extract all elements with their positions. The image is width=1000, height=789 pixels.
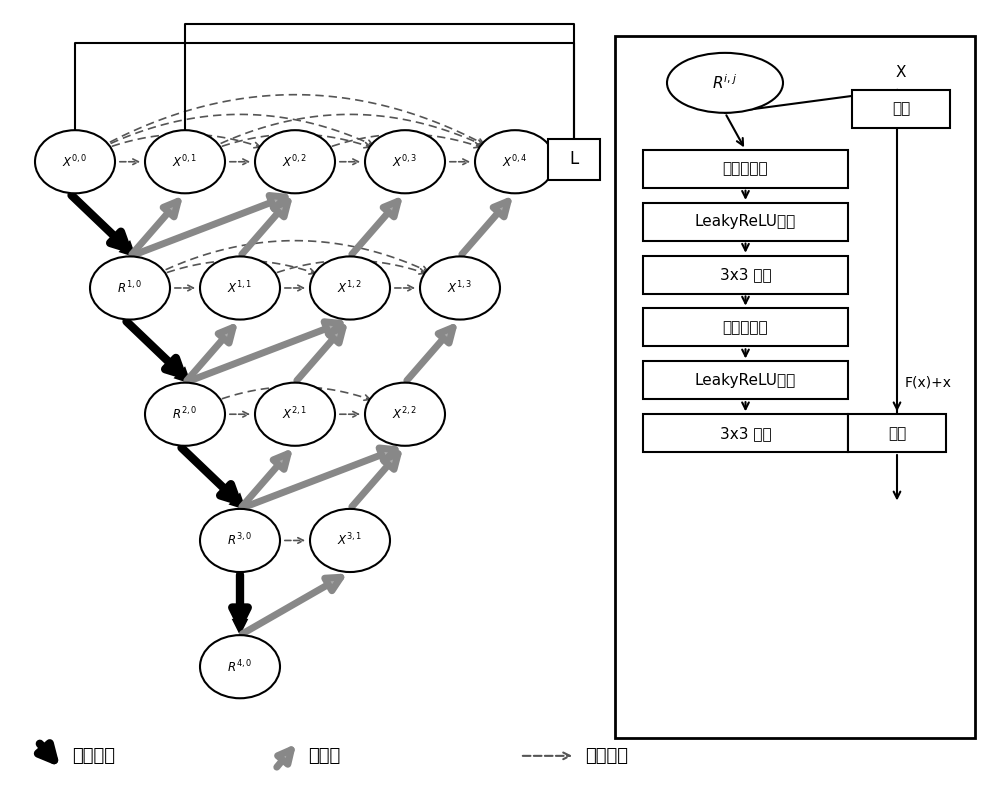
Text: X: X — [896, 65, 906, 80]
Circle shape — [35, 130, 115, 193]
FancyBboxPatch shape — [643, 256, 848, 294]
Text: 增加: 增加 — [888, 425, 906, 441]
Text: $X^{1,3}$: $X^{1,3}$ — [447, 279, 473, 297]
FancyBboxPatch shape — [852, 90, 950, 128]
Text: $R^{3,0}$: $R^{3,0}$ — [227, 532, 253, 549]
Circle shape — [365, 383, 445, 446]
Circle shape — [255, 130, 335, 193]
Text: $X^{3,1}$: $X^{3,1}$ — [337, 532, 363, 549]
Circle shape — [310, 256, 390, 320]
Circle shape — [145, 130, 225, 193]
Text: LeakyReLU激活: LeakyReLU激活 — [695, 372, 796, 388]
Ellipse shape — [667, 53, 783, 113]
FancyBboxPatch shape — [643, 414, 848, 452]
Circle shape — [420, 256, 500, 320]
Text: 3x3 卷积: 3x3 卷积 — [720, 425, 771, 441]
Text: $X^{0,0}$: $X^{0,0}$ — [62, 153, 88, 170]
Circle shape — [255, 383, 335, 446]
Text: 3x3 卷积: 3x3 卷积 — [720, 267, 771, 282]
Text: $X^{2,2}$: $X^{2,2}$ — [392, 406, 418, 423]
FancyBboxPatch shape — [643, 150, 848, 188]
Text: $R^{2,0}$: $R^{2,0}$ — [172, 406, 198, 423]
FancyBboxPatch shape — [615, 36, 975, 738]
FancyBboxPatch shape — [548, 139, 600, 180]
Circle shape — [145, 383, 225, 446]
FancyBboxPatch shape — [643, 203, 848, 241]
Text: 跳跃连接: 跳跃连接 — [585, 747, 628, 765]
Circle shape — [200, 635, 280, 698]
Circle shape — [475, 130, 555, 193]
Text: LeakyReLU激活: LeakyReLU激活 — [695, 214, 796, 230]
Circle shape — [90, 256, 170, 320]
Text: $X^{0,3}$: $X^{0,3}$ — [392, 153, 418, 170]
Circle shape — [200, 256, 280, 320]
Text: $X^{0,1}$: $X^{0,1}$ — [172, 153, 198, 170]
Text: 输入: 输入 — [892, 101, 910, 117]
Text: 实例归一化: 实例归一化 — [723, 320, 768, 335]
Text: $X^{2,1}$: $X^{2,1}$ — [282, 406, 308, 423]
Text: 实例归一化: 实例归一化 — [723, 161, 768, 177]
Text: F(x)+x: F(x)+x — [905, 376, 952, 390]
Circle shape — [365, 130, 445, 193]
Text: $X^{1,1}$: $X^{1,1}$ — [227, 279, 253, 297]
Circle shape — [310, 509, 390, 572]
Text: $R^{i,j}$: $R^{i,j}$ — [712, 73, 738, 92]
Text: 反卷积: 反卷积 — [308, 747, 340, 765]
Text: $X^{0,4}$: $X^{0,4}$ — [502, 153, 528, 170]
Text: $R^{1,0}$: $R^{1,0}$ — [117, 279, 143, 297]
Text: $X^{1,2}$: $X^{1,2}$ — [337, 279, 363, 297]
Text: L: L — [569, 151, 579, 168]
FancyBboxPatch shape — [643, 308, 848, 346]
Text: $X^{0,2}$: $X^{0,2}$ — [282, 153, 308, 170]
Circle shape — [200, 509, 280, 572]
Text: 最大池化: 最大池化 — [72, 747, 115, 765]
Text: $R^{4,0}$: $R^{4,0}$ — [227, 658, 253, 675]
FancyBboxPatch shape — [643, 361, 848, 399]
FancyBboxPatch shape — [848, 414, 946, 452]
